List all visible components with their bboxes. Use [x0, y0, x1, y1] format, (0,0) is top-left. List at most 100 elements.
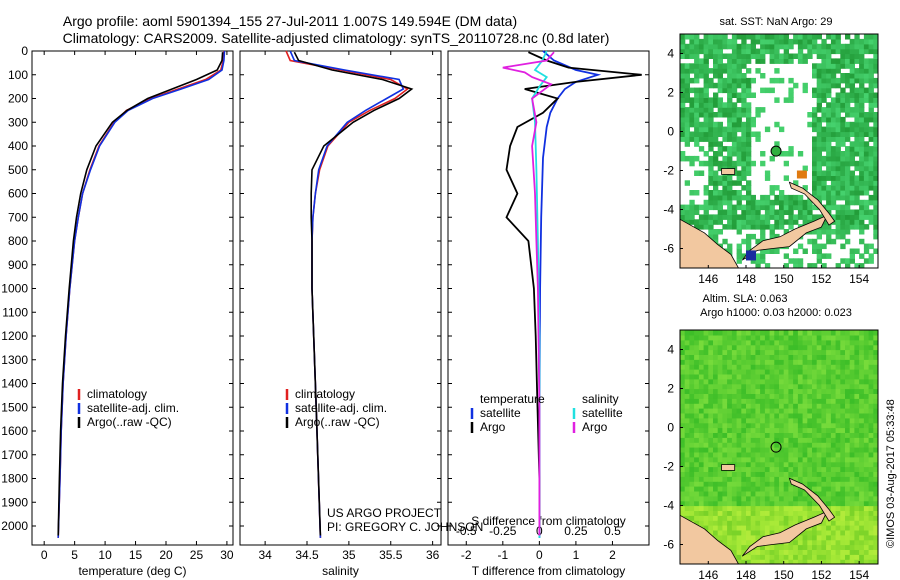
map-cell: [840, 408, 846, 414]
map-cell: [849, 427, 855, 433]
map-cell: [835, 456, 841, 463]
x-tick-label: 35: [342, 548, 356, 562]
map-cell: [793, 515, 799, 521]
map-cell: [845, 539, 851, 546]
map-cell: [717, 209, 723, 215]
map-cell: [750, 258, 756, 264]
map-cell: [694, 515, 700, 521]
map-cell: [783, 175, 789, 181]
map-cell: [840, 165, 846, 172]
map-cell: [731, 116, 738, 123]
map-cell: [816, 97, 822, 103]
map-cell: [755, 38, 761, 45]
map-cell: [812, 422, 818, 429]
map-cell: [727, 534, 733, 541]
map-cell: [816, 194, 822, 201]
map-cell: [779, 486, 785, 492]
map-cell: [779, 224, 785, 230]
map-cell: [750, 224, 756, 230]
map-cell: [845, 549, 851, 555]
map-cell: [703, 87, 709, 94]
map-cell: [713, 43, 719, 50]
map-cell: [835, 92, 841, 98]
map-cell: [816, 373, 822, 380]
map-cell: [859, 151, 865, 157]
map-cell: [703, 412, 709, 419]
map-cell: [840, 534, 846, 541]
map-cell: [774, 476, 780, 482]
map-cell: [722, 408, 728, 414]
map-cell: [746, 408, 752, 414]
map-cell: [769, 87, 775, 94]
map-cell: [835, 175, 841, 181]
map-cell: [741, 126, 747, 133]
map-cell: [694, 520, 700, 526]
map-cell: [873, 417, 878, 424]
map-cell: [769, 559, 775, 564]
map-cell: [873, 432, 878, 438]
map-cell: [760, 461, 766, 468]
map-cell: [741, 354, 747, 360]
map-cell: [873, 116, 878, 123]
map-cell: [760, 233, 766, 240]
map-cell: [774, 43, 780, 50]
map-cell: [779, 412, 785, 419]
map-cell: [859, 349, 865, 355]
map-cell: [830, 510, 837, 516]
map-cell: [746, 471, 752, 477]
map-cell: [694, 408, 700, 414]
map-cell: [807, 422, 813, 429]
map-cell: [689, 456, 695, 463]
map-cell: [788, 490, 794, 497]
map-cell: [717, 82, 723, 89]
map-cell: [750, 490, 756, 497]
map-cell: [713, 500, 719, 507]
map-cell: [698, 364, 705, 370]
map-cell: [684, 466, 690, 472]
map-cell: [793, 486, 799, 492]
map-cell: [755, 369, 761, 375]
map-cell: [783, 476, 789, 482]
y-tick-label: 600: [8, 187, 28, 201]
map-cell: [783, 219, 789, 225]
map-cell: [736, 505, 742, 511]
map-cell: [727, 408, 733, 414]
map-cell: [830, 544, 837, 550]
map-cell: [826, 388, 832, 394]
map-cell: [680, 38, 686, 45]
map-cell: [873, 58, 878, 64]
map-cell: [736, 461, 742, 468]
map-cell: [779, 442, 785, 448]
map-cell: [774, 248, 780, 254]
map-cell: [708, 529, 714, 536]
map-cell: [750, 403, 756, 409]
map-cell: [764, 209, 771, 215]
map-cell: [812, 112, 818, 118]
map-cell: [769, 403, 775, 409]
map-cell: [788, 520, 794, 526]
map-cell: [802, 209, 808, 215]
map-cell: [812, 160, 818, 167]
map-cell: [769, 486, 775, 492]
map-cell: [774, 219, 780, 225]
map-cell: [698, 378, 705, 385]
map-cell: [774, 53, 780, 59]
map-cell: [840, 354, 846, 360]
map-cell: [684, 451, 690, 458]
map-cell: [830, 383, 837, 390]
map-cell: [731, 131, 738, 137]
map-cell: [816, 229, 822, 235]
map-cell: [750, 34, 756, 40]
map-cell: [854, 151, 860, 157]
map-cell: [736, 456, 742, 463]
map-cell: [713, 68, 719, 74]
map-cell: [760, 364, 766, 370]
map-cell: [840, 471, 846, 477]
map-cell: [863, 243, 870, 250]
map-cell: [840, 87, 846, 94]
map-cell: [731, 398, 738, 404]
map-cell: [717, 330, 723, 336]
map-cell: [826, 344, 832, 351]
map-cell: [750, 48, 756, 55]
map-cell: [736, 417, 742, 424]
